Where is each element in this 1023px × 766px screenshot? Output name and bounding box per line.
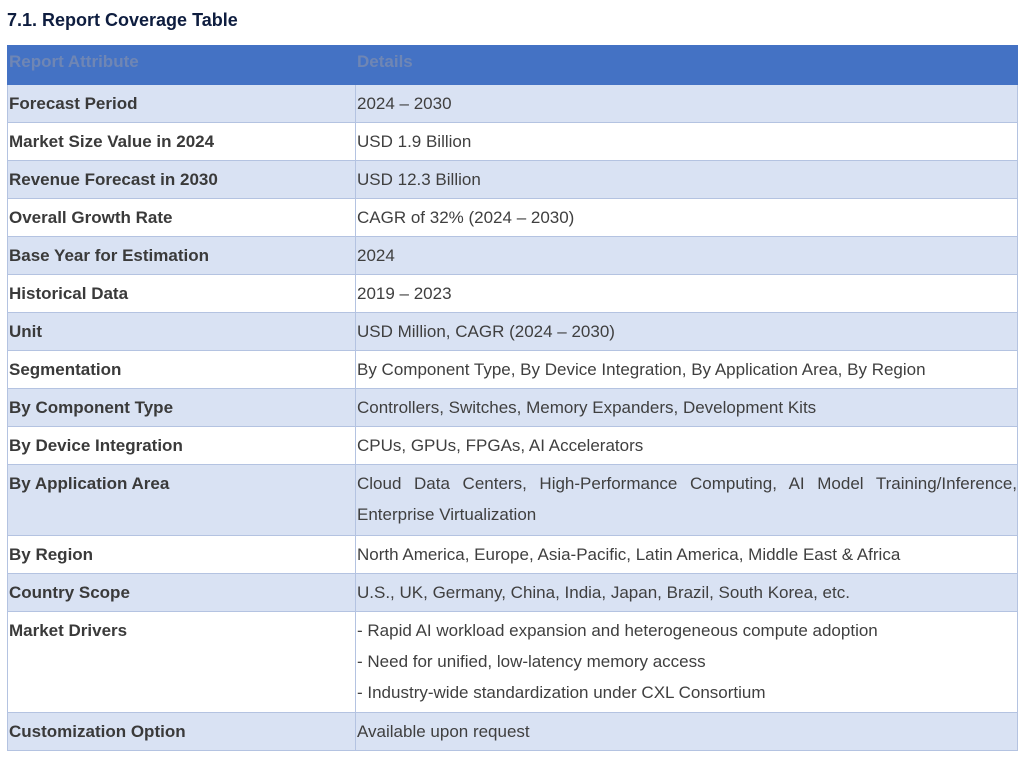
row-details: - Rapid AI workload expansion and hetero… (355, 611, 1018, 713)
row-attribute: Customization Option (7, 712, 356, 751)
row-details: Available upon request (355, 712, 1018, 751)
row-details: 2024 – 2030 (355, 84, 1018, 123)
table-row: Segmentation By Component Type, By Devic… (7, 350, 1018, 389)
table-row: By Device Integration CPUs, GPUs, FPGAs,… (7, 426, 1018, 465)
driver-item: - Rapid AI workload expansion and hetero… (357, 621, 878, 640)
table-row: Historical Data 2019 – 2023 (7, 274, 1018, 313)
row-attribute: Country Scope (7, 573, 356, 612)
row-attribute: Base Year for Estimation (7, 236, 356, 275)
table-row: Market Drivers - Rapid AI workload expan… (7, 611, 1018, 713)
row-attribute: Unit (7, 312, 356, 351)
column-header-details: Details (355, 45, 1018, 85)
table-row: Customization Option Available upon requ… (7, 712, 1018, 751)
row-attribute: By Region (7, 535, 356, 574)
row-attribute: Segmentation (7, 350, 356, 389)
table-row: By Application Area Cloud Data Centers, … (7, 464, 1018, 536)
table-row: Overall Growth Rate CAGR of 32% (2024 – … (7, 198, 1018, 237)
row-attribute: Market Size Value in 2024 (7, 122, 356, 161)
row-attribute: Forecast Period (7, 84, 356, 123)
table-row: Revenue Forecast in 2030 USD 12.3 Billio… (7, 160, 1018, 199)
row-details: USD Million, CAGR (2024 – 2030) (355, 312, 1018, 351)
row-details: North America, Europe, Asia-Pacific, Lat… (355, 535, 1018, 574)
table-row: Forecast Period 2024 – 2030 (7, 84, 1018, 123)
driver-item: - Need for unified, low-latency memory a… (357, 652, 706, 671)
driver-item: - Industry-wide standardization under CX… (357, 683, 766, 702)
row-attribute: By Device Integration (7, 426, 356, 465)
table-row: By Region North America, Europe, Asia-Pa… (7, 535, 1018, 574)
row-attribute: By Component Type (7, 388, 356, 427)
table-row: By Component Type Controllers, Switches,… (7, 388, 1018, 427)
table-row: Market Size Value in 2024 USD 1.9 Billio… (7, 122, 1018, 161)
table-row: Base Year for Estimation 2024 (7, 236, 1018, 275)
row-details: U.S., UK, Germany, China, India, Japan, … (355, 573, 1018, 612)
row-attribute: By Application Area (7, 464, 356, 536)
report-coverage-table: Report Attribute Details Forecast Period… (7, 45, 1018, 751)
row-details: USD 12.3 Billion (355, 160, 1018, 199)
table-header-row: Report Attribute Details (7, 45, 1018, 85)
row-attribute: Market Drivers (7, 611, 356, 713)
row-attribute: Revenue Forecast in 2030 (7, 160, 356, 199)
page-title: 7.1. Report Coverage Table (7, 10, 238, 30)
row-attribute: Overall Growth Rate (7, 198, 356, 237)
row-details: Controllers, Switches, Memory Expanders,… (355, 388, 1018, 427)
column-header-attribute: Report Attribute (7, 45, 356, 85)
row-details: 2024 (355, 236, 1018, 275)
row-details: CPUs, GPUs, FPGAs, AI Accelerators (355, 426, 1018, 465)
row-attribute: Historical Data (7, 274, 356, 313)
row-details: Cloud Data Centers, High-Performance Com… (355, 464, 1018, 536)
row-details: USD 1.9 Billion (355, 122, 1018, 161)
row-details: 2019 – 2023 (355, 274, 1018, 313)
row-details: By Component Type, By Device Integration… (355, 350, 1018, 389)
row-details: CAGR of 32% (2024 – 2030) (355, 198, 1018, 237)
table-row: Unit USD Million, CAGR (2024 – 2030) (7, 312, 1018, 351)
table-row: Country Scope U.S., UK, Germany, China, … (7, 573, 1018, 612)
